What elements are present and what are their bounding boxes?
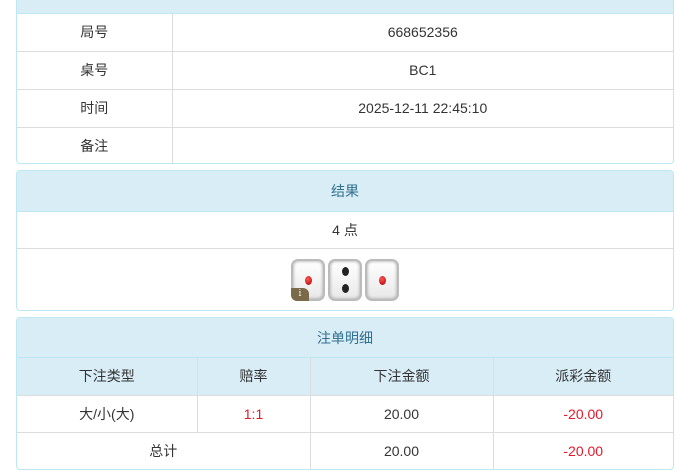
payout: -20.00 [492, 394, 673, 433]
info-header [17, 0, 673, 14]
total-row: 总计 20.00 -20.00 [17, 431, 673, 469]
table-row: 大/小(大) 1:1 20.00 -20.00 [17, 394, 673, 433]
total-label: 总计 [17, 431, 311, 469]
value: BC1 [171, 50, 673, 90]
info-panel: 局号 668652356 桌号 BC1 时间 2025-12-11 22:45:10 … [16, 0, 674, 164]
die-1-icon [365, 259, 399, 301]
info-row-time: 时间 2025-12-11 22:45:10 [17, 88, 673, 128]
pip [341, 283, 349, 293]
value: 668652356 [171, 14, 673, 52]
col-odds: 赔率 [196, 358, 311, 396]
result-points: 4 点 [17, 212, 673, 249]
result-title: 结果 [17, 171, 673, 212]
info-row-remark: 备注 [17, 126, 673, 163]
result-panel: 结果 4 点 i [16, 170, 674, 311]
col-bet-type: 下注类型 [17, 358, 198, 396]
total-amount: 20.00 [309, 431, 494, 469]
info-badge-icon[interactable]: i [291, 288, 309, 301]
value: 2025-12-11 22:45:10 [171, 88, 673, 128]
die-1-icon: i [291, 259, 325, 301]
bet-type: 大/小(大) [17, 394, 198, 433]
label: 时间 [17, 88, 173, 128]
value [171, 126, 673, 163]
info-row-table: 桌号 BC1 [17, 50, 673, 90]
odds: 1:1 [196, 394, 311, 433]
bets-title: 注单明细 [17, 318, 673, 358]
dice-row: i [17, 249, 673, 310]
info-table: 局号 668652356 桌号 BC1 时间 2025-12-11 22:45:10 … [17, 14, 673, 163]
bets-table: 下注类型 赔率 下注金额 派彩金额 大/小(大) 1:1 20.00 -20.0… [17, 358, 673, 469]
info-row-round: 局号 668652356 [17, 14, 673, 52]
pip [341, 267, 349, 277]
bets-header-row: 下注类型 赔率 下注金额 派彩金额 [17, 358, 673, 396]
bets-panel: 注单明细 下注类型 赔率 下注金额 派彩金额 大/小(大) 1:1 20.00 … [16, 317, 674, 470]
label: 桌号 [17, 50, 173, 90]
amount: 20.00 [309, 394, 494, 433]
label: 备注 [17, 126, 173, 163]
col-amount: 下注金额 [309, 358, 494, 396]
die-2-icon [328, 259, 362, 301]
label: 局号 [17, 14, 173, 52]
col-payout: 派彩金额 [492, 358, 673, 396]
pip [378, 275, 386, 285]
total-payout: -20.00 [492, 431, 673, 469]
pip [304, 275, 312, 285]
